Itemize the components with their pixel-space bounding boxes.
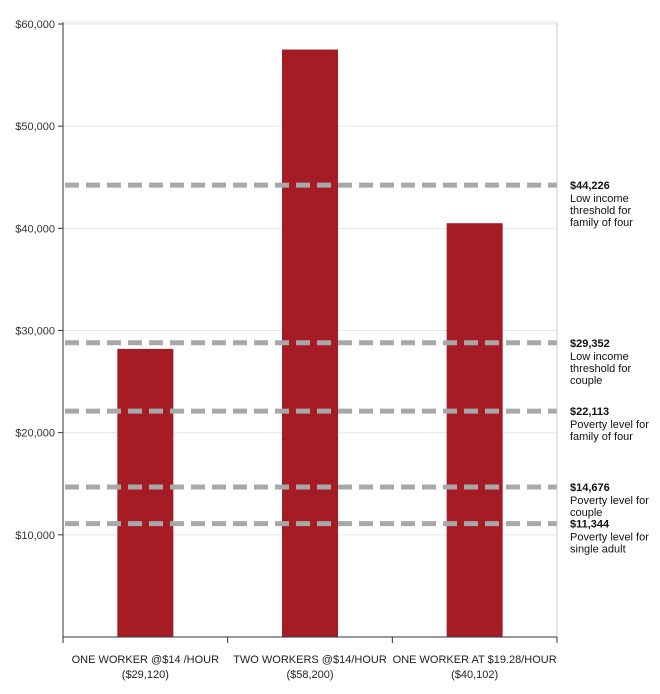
reference-description-label: family of four [570, 431, 633, 443]
bar [446, 223, 503, 637]
reference-description-label: threshold for [570, 205, 631, 217]
x-category-label: ONE WORKER @$14 /HOUR [72, 654, 220, 666]
x-category-label: ($40,102) [451, 669, 498, 681]
reference-description-label: couple [570, 507, 602, 519]
reference-description-label: Low income [570, 351, 629, 363]
x-category-label: ($29,120) [122, 669, 169, 681]
reference-value-label: $29,352 [570, 338, 610, 350]
reference-description-label: single adult [570, 544, 626, 556]
reference-value-label: $44,226 [570, 180, 610, 192]
reference-description-label: Poverty level for [570, 495, 649, 507]
reference-value-label: $14,676 [570, 482, 610, 494]
reference-description-label: family of four [570, 217, 633, 229]
axes [58, 21, 558, 643]
reference-description-label: couple [570, 375, 602, 387]
y-tick-label: $60,000 [15, 19, 55, 31]
x-category-label: TWO WORKERS @$14/HOUR [233, 654, 387, 666]
reference-value-label: $11,344 [570, 519, 610, 531]
reference-description-label: Low income [570, 193, 629, 205]
y-tick-label: $20,000 [15, 428, 55, 440]
bars [117, 49, 503, 637]
y-tick-label: $50,000 [15, 121, 55, 133]
labels: $10,000 $20,000 $30,000 $40,000 $50,000 $60,0… [15, 19, 649, 681]
reference-description-label: threshold for [570, 363, 631, 375]
x-category-label: ONE WORKER AT $19.28/HOUR [393, 654, 557, 666]
x-category-label: ($58,200) [286, 669, 333, 681]
bar [117, 348, 174, 637]
y-tick-label: $40,000 [15, 223, 55, 235]
y-tick-label: $30,000 [15, 326, 55, 338]
y-tick-label: $10,000 [15, 530, 55, 542]
reference-description-label: Poverty level for [570, 419, 649, 431]
reference-description-label: Poverty level for [570, 532, 649, 544]
reference-lines [65, 182, 557, 527]
reference-value-label: $22,113 [570, 406, 609, 418]
